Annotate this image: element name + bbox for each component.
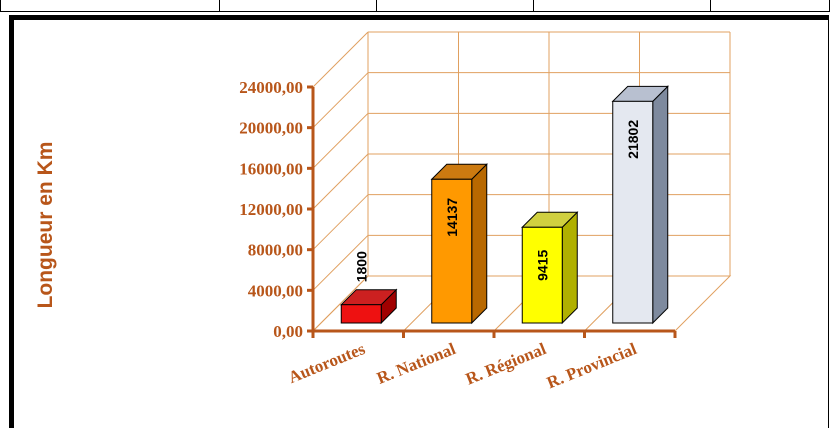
y-axis-label: Longueur en Km (34, 142, 57, 309)
y-tick-label: 24000,00 (239, 78, 303, 97)
data-label: 1800 (353, 251, 369, 282)
y-tick-label: 4000,00 (248, 281, 303, 300)
side-gridline (312, 275, 369, 332)
side-gridline (312, 31, 369, 88)
side-gridline (312, 194, 369, 251)
chart-frame (9, 15, 829, 428)
bar-side (652, 85, 669, 325)
y-tick-label: 0,00 (273, 322, 303, 341)
side-gridline (312, 112, 369, 169)
data-label: 9415 (534, 250, 550, 281)
side-gridline (312, 234, 369, 291)
data-label: 21802 (625, 120, 641, 159)
chart-axes (307, 85, 677, 338)
y-tick-label: 16000,00 (239, 159, 303, 178)
bar-side (471, 163, 488, 325)
x-category-label: Autoroutes (286, 339, 368, 387)
y-tick-label: 20000,00 (239, 119, 303, 138)
bar (431, 178, 473, 324)
x-category-label: R. Provincial (544, 339, 640, 392)
x-category-label: R. Régional (463, 339, 549, 389)
side-gridline (312, 72, 369, 129)
data-label: 14137 (444, 198, 460, 237)
y-tick-label: 12000,00 (239, 200, 303, 219)
bar (340, 304, 382, 324)
bar-side (561, 211, 578, 325)
bar (612, 100, 654, 324)
side-gridline (312, 153, 369, 210)
x-category-label: R. National (374, 339, 458, 388)
chart-bars (340, 85, 669, 325)
y-tick-label: 8000,00 (248, 241, 303, 260)
bar (521, 226, 563, 324)
